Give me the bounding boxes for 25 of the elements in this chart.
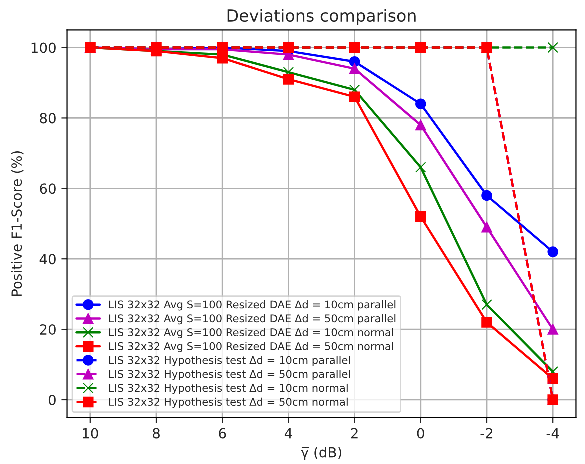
y-tick-label: 40	[40, 254, 56, 265]
x-tick-label: -4	[546, 428, 560, 439]
x-axis-title: γ̅ (dB)	[301, 447, 342, 460]
x-tick-label: 0	[417, 428, 424, 439]
legend-label: LIS 32x32 Avg S=100 Resized DAE Δd = 10cm normal	[109, 328, 394, 339]
x-tick-label: 8	[153, 428, 160, 439]
legend-label: LIS 32x32 Avg S=100 Resized DAE Δd = 50cm parallel	[109, 314, 396, 325]
y-tick-label: 100	[32, 42, 56, 54]
y-tick-label: 20	[40, 324, 56, 336]
x-tick-label: 6	[219, 428, 226, 439]
chart-title: Deviations comparison	[228, 9, 416, 26]
legend-label: LIS 32x32 Hypothesis test Δd = 50cm parallel	[109, 370, 350, 380]
x-tick-label: 4	[284, 428, 292, 439]
x-tick-label: 2	[351, 428, 358, 439]
legend-label: LIS 32x32 Avg S=100 Resized DAE Δd = 50cm normal	[109, 342, 394, 352]
legend-label: LIS 32x32 Hypothesis test Δd = 50cm normal	[109, 398, 348, 408]
x-tick-label: 10	[83, 428, 98, 439]
y-tick-label: 80	[40, 113, 56, 124]
legend-label: LIS 32x32 Hypothesis test Δd = 10cm parallel	[109, 356, 350, 366]
y-axis-title: Positive F1-Score (%)	[11, 152, 24, 296]
y-tick-label: 60	[40, 184, 56, 194]
legend-label: LIS 32x32 Hypothesis test Δd = 10cm normal	[109, 384, 348, 394]
y-tick-label: 0	[48, 394, 56, 406]
legend-label: LIS 32x32 Avg S=100 Resized DAE Δd = 10cm parallel	[109, 300, 396, 311]
x-tick-label: -2	[480, 428, 493, 439]
